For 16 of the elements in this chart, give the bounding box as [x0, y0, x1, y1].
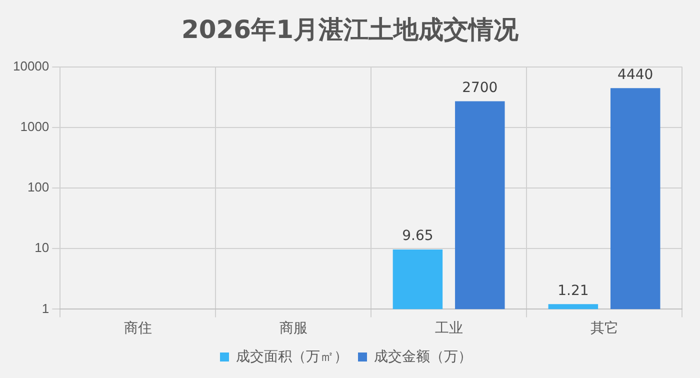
chart-title: 2026年1月湛江土地成交情况: [180, 14, 520, 46]
y-tick-label: 1: [42, 300, 50, 316]
legend-label: 成交面积（万㎡）: [236, 348, 348, 364]
x-tick-label: 商服: [279, 319, 308, 336]
y-tick-label: 10: [34, 240, 50, 256]
x-tick-label: 其它: [590, 319, 618, 336]
y-tick-label: 100: [27, 180, 50, 195]
legend-label: 成交金额（万）: [374, 348, 472, 364]
data-label: 9.65: [402, 228, 434, 244]
y-tick-label: 10000: [12, 58, 50, 74]
data-label: 2700: [462, 80, 498, 96]
data-label: 1.21: [558, 282, 589, 299]
y-tick-label: 1000: [20, 118, 50, 134]
x-tick-label: 工业: [434, 319, 463, 336]
data-label: 4440: [618, 66, 654, 83]
x-tick-label: 商住: [124, 319, 152, 336]
